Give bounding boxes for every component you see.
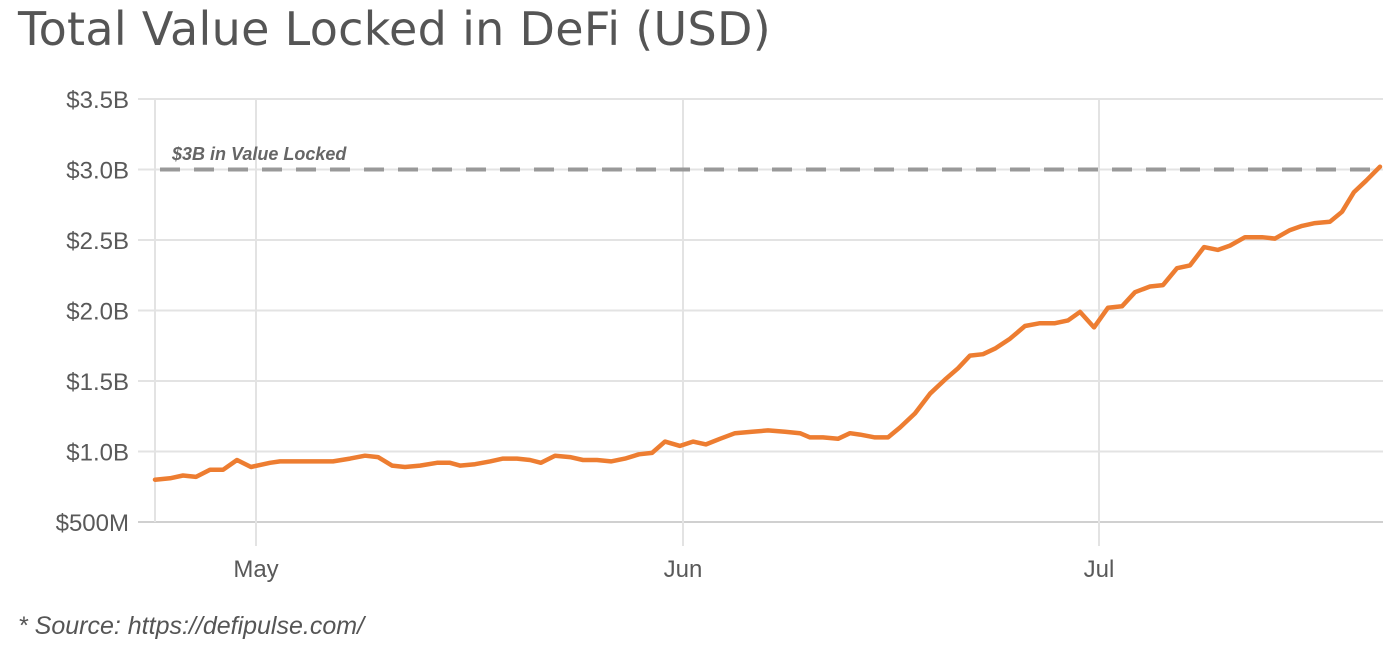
y-tick-label: $1.5B: [66, 369, 129, 396]
gridlines: [138, 98, 1383, 546]
x-tick-label: May: [233, 556, 278, 583]
x-tick-label: Jun: [664, 556, 703, 583]
y-axis-ticks: $500M $1.0B $1.5B $2.0B $2.5B $3.0B $3.5B: [56, 87, 129, 537]
reference-line-label: $3B in Value Locked: [171, 144, 347, 164]
y-tick-label: $500M: [56, 510, 129, 537]
y-tick-label: $1.0B: [66, 440, 129, 467]
x-axis-ticks: May Jun Jul: [233, 556, 1114, 583]
source-note: * Source: https://defipulse.com/: [18, 612, 365, 640]
y-tick-label: $2.0B: [66, 299, 129, 326]
chart-title: Total Value Locked in DeFi (USD): [18, 2, 771, 56]
y-tick-label: $2.5B: [66, 228, 129, 255]
y-tick-label: $3.0B: [66, 158, 129, 185]
x-tick-label: Jul: [1084, 556, 1115, 583]
y-tick-label: $3.5B: [66, 87, 129, 114]
tvl-line: [152, 164, 1383, 482]
